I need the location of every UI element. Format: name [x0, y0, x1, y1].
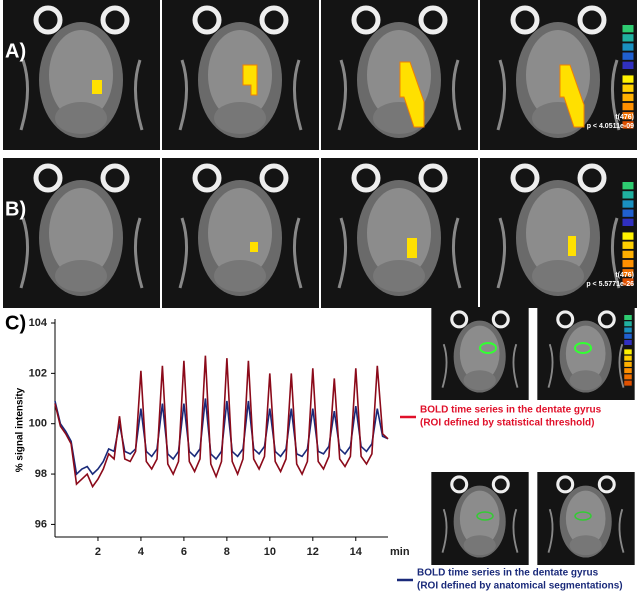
- x-tick-label: 8: [224, 546, 230, 558]
- y-tick-label: 96: [35, 518, 47, 530]
- x-tick-label: 10: [264, 546, 276, 558]
- roi: [479, 342, 497, 354]
- mri-slice: [3, 0, 160, 150]
- x-axis-label: min: [390, 546, 410, 558]
- x-tick-label: 2: [95, 546, 101, 558]
- stat-label: t(476): [615, 272, 634, 279]
- mri-slice: [162, 0, 319, 150]
- mri-slice: [3, 158, 160, 308]
- y-tick-label: 98: [35, 468, 47, 480]
- legend-detail: (ROI defined by anatomical segmentations…: [417, 581, 623, 592]
- series-line: [54, 355, 389, 489]
- mri-slice: [162, 158, 319, 308]
- y-tick-label: 104: [29, 317, 48, 329]
- activation: [568, 236, 576, 256]
- line-chart: 96 98 100 102 104 2 4 6 8 10 12 14 min % signal inten…: [15, 317, 623, 592]
- activation: [407, 238, 417, 258]
- x-tick-label: 14: [350, 546, 363, 558]
- legend-detail: (ROI defined by statistical threshold): [420, 418, 594, 429]
- panel-label: B): [5, 198, 26, 220]
- legend-label: BOLD time series in the dentate gyrus: [420, 405, 602, 416]
- row-a: A) t(476) p < 4.0511e-09: [3, 0, 637, 150]
- activation: [399, 61, 425, 128]
- p-label: p < 5.5771e-26: [586, 281, 634, 288]
- color-bar: [624, 315, 632, 386]
- mri-inset: [535, 472, 637, 565]
- mri-inset: [429, 307, 531, 400]
- roi: [476, 511, 494, 521]
- activation: [92, 80, 102, 94]
- color-bar: [622, 182, 634, 286]
- insets: [429, 307, 637, 565]
- activation: [242, 64, 258, 96]
- x-tick-label: 6: [181, 546, 187, 558]
- x-tick-label: 4: [138, 546, 145, 558]
- x-tick-label: 12: [307, 546, 319, 558]
- y-axis-label: % signal intensity: [15, 387, 26, 472]
- legend-label: BOLD time series in the dentate gyrus: [417, 568, 599, 579]
- p-label: p < 4.0511e-09: [587, 123, 634, 130]
- mri-slice: [321, 158, 478, 308]
- activation: [559, 64, 585, 128]
- stat-label: t(476): [615, 114, 634, 121]
- panel-label: C): [5, 312, 26, 334]
- y-tick-label: 100: [29, 418, 47, 430]
- roi: [574, 511, 592, 521]
- row-b: B) t(476) p < 5.5771e-26: [3, 158, 637, 308]
- roi: [574, 342, 592, 354]
- panel-label: A): [5, 40, 26, 62]
- activation: [250, 242, 258, 252]
- y-tick-label: 102: [29, 367, 47, 379]
